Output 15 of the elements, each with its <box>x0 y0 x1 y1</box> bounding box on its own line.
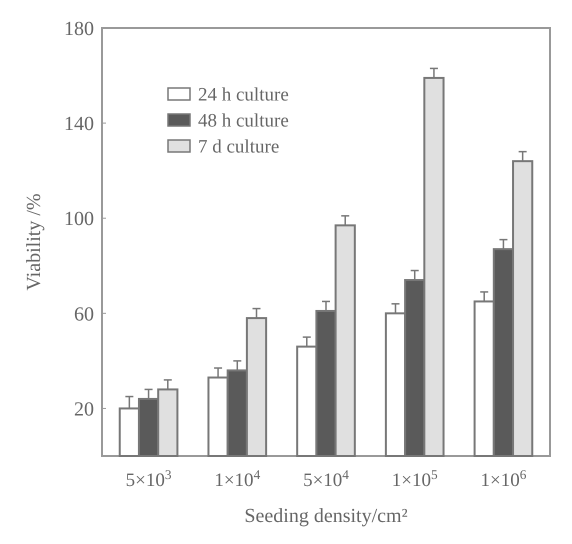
y-tick-label: 100 <box>64 208 94 230</box>
legend-label: 48 h culture <box>198 110 289 132</box>
y-tick-label: 60 <box>74 303 94 326</box>
y-tick-label: 140 <box>64 113 94 136</box>
x-tick-label: 1×10$^{4}$ <box>214 466 261 491</box>
legend-label: 7 d culture <box>198 136 280 158</box>
x-tick-label: 1×10$^{6}$ <box>480 466 527 491</box>
x-tick-label: 5×10$^{4}$ <box>303 466 350 491</box>
y-tick-label: 20 <box>74 398 94 420</box>
y-tick-label: 180 <box>64 18 94 40</box>
x-tick-label: 1×10$^{5}$ <box>392 466 438 491</box>
y-axis-title: Viability /% <box>23 193 45 291</box>
x-axis-title: Seeding density/cm² <box>244 505 408 527</box>
legend-label: 24 h culture <box>198 84 289 106</box>
x-tick-label: 5×10$^{3}$ <box>126 466 172 491</box>
